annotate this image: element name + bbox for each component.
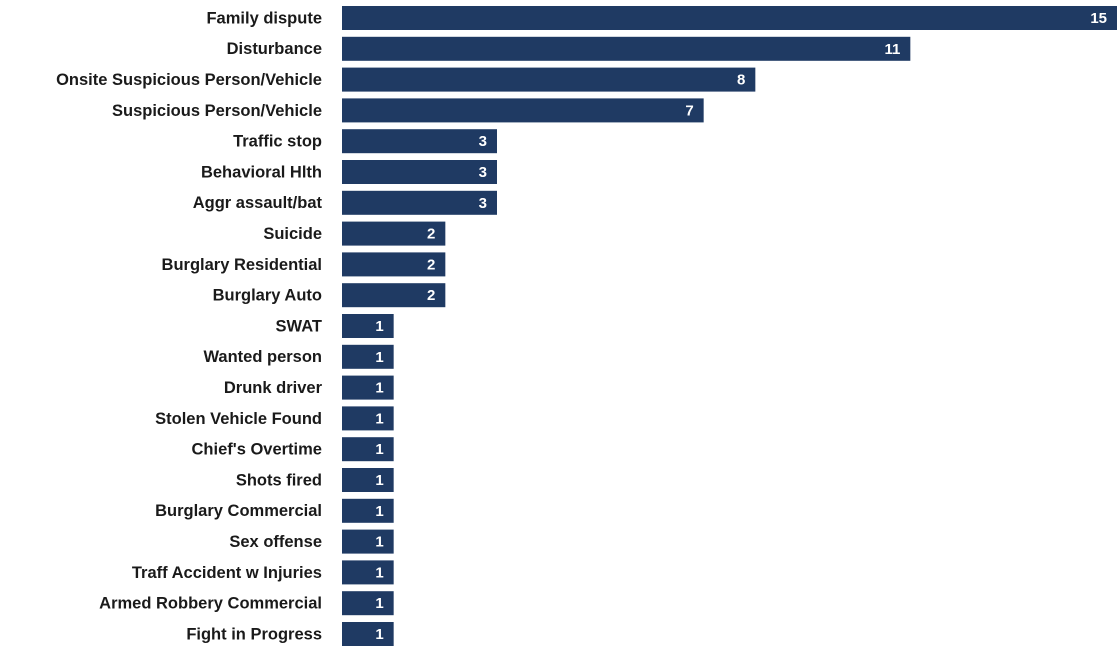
bar (342, 406, 394, 431)
bar (342, 468, 394, 492)
category-label: Traffic stop (233, 133, 322, 151)
bar (342, 129, 497, 154)
bar (342, 221, 446, 246)
category-label: Fight in Progress (186, 625, 322, 643)
data-label: 1 (375, 472, 383, 489)
category-label: Family dispute (206, 9, 322, 27)
data-label: 1 (375, 380, 383, 397)
data-label: 3 (479, 195, 487, 212)
category-label: Burglary Auto (213, 287, 322, 305)
category-label: Disturbance (227, 40, 322, 58)
bar (342, 283, 446, 308)
bar (342, 6, 1117, 30)
category-label: Traff Accident w Injuries (132, 564, 322, 582)
bar (342, 160, 497, 184)
bar (342, 591, 394, 616)
data-label: 1 (375, 349, 383, 366)
bar (342, 252, 446, 277)
category-label: Onsite Suspicious Person/Vehicle (56, 71, 322, 89)
category-label: Behavioral Hlth (201, 163, 322, 181)
bar (342, 622, 394, 646)
bar (342, 498, 394, 523)
data-label: 1 (375, 410, 383, 427)
data-label: 15 (1090, 10, 1107, 27)
category-label: Stolen Vehicle Found (155, 410, 322, 428)
category-label: Aggr assault/bat (193, 194, 323, 212)
bar (342, 344, 394, 369)
category-label: Armed Robbery Commercial (99, 595, 322, 613)
data-label: 1 (375, 626, 383, 643)
bar (342, 560, 394, 585)
data-label: 3 (479, 133, 487, 150)
category-label: Shots fired (236, 471, 322, 489)
data-label: 2 (427, 287, 435, 304)
category-label: Burglary Commercial (155, 502, 322, 520)
data-label: 1 (375, 441, 383, 458)
data-label: 1 (375, 595, 383, 612)
data-label: 1 (375, 534, 383, 551)
data-label: 8 (737, 72, 745, 89)
bar (342, 529, 394, 554)
data-label: 1 (375, 503, 383, 520)
category-label: Drunk driver (224, 379, 323, 397)
category-label: Chief's Overtime (192, 441, 322, 459)
data-label: 7 (685, 102, 693, 119)
bar (342, 314, 394, 338)
category-label: Suicide (263, 225, 322, 243)
category-label: Wanted person (203, 348, 322, 366)
bar (342, 190, 497, 215)
bar (342, 36, 911, 61)
bar (342, 67, 756, 92)
category-label: Burglary Residential (162, 256, 322, 274)
data-label: 3 (479, 164, 487, 181)
bar (342, 437, 394, 462)
category-label: Sex offense (229, 533, 322, 551)
category-label: Suspicious Person/Vehicle (112, 102, 322, 120)
category-label: SWAT (276, 317, 322, 335)
data-label: 11 (884, 41, 900, 58)
bar (342, 375, 394, 400)
data-label: 2 (427, 256, 435, 273)
bar (342, 98, 704, 123)
data-label: 1 (375, 318, 383, 335)
data-label: 1 (375, 564, 383, 581)
data-label: 2 (427, 226, 435, 243)
